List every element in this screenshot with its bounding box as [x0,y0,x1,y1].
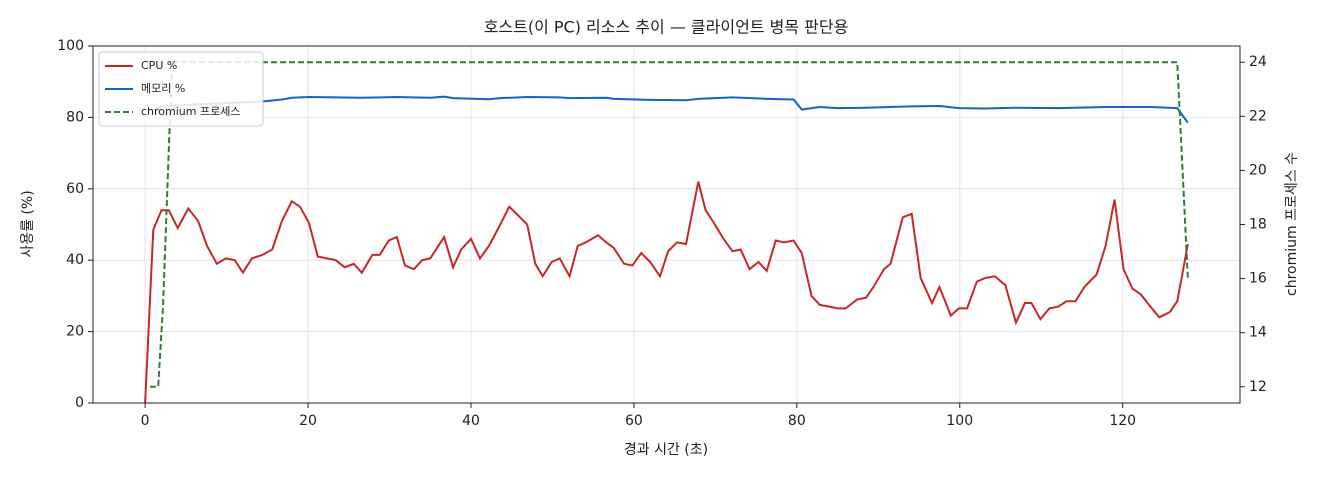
legend-label: 메모리 % [141,82,185,95]
y-tick-label: 40 [66,252,84,268]
y2-tick-label: 22 [1249,108,1267,124]
x-tick-label: 80 [788,413,806,429]
y-tick-label: 100 [57,38,84,54]
y-tick-label: 20 [66,324,84,340]
y-tick-label: 0 [75,395,84,411]
y2-tick-label: 16 [1249,271,1267,287]
legend: CPU % 메모리 % chromium 프로세스 [98,51,264,127]
legend-label: CPU % [141,59,177,72]
legend-box [98,51,264,127]
x-tick-label: 20 [299,413,317,429]
series-line [150,61,1189,388]
y2-tick-label: 24 [1249,54,1267,70]
x-tick-label: 60 [625,413,643,429]
x-tick-label: 120 [1109,413,1136,429]
y2-tick-label: 12 [1249,379,1267,395]
plot-frame [92,45,1241,404]
y2-tick-label: 14 [1249,325,1267,341]
y2-tick-label: 20 [1249,162,1267,178]
series-line [152,95,1189,124]
legend-label: chromium 프로세스 [141,105,240,118]
y2-tick-label: 18 [1249,217,1267,233]
y2-axis-label: chromium 프로세스 수 [1284,152,1300,296]
y-axis-label: 사용률 (%) [20,190,36,257]
x-axis-label: 경과 시간 (초) [624,442,708,458]
y-tick-label: 60 [66,181,84,197]
x-tick-label: 0 [141,413,150,429]
chart-title: 호스트(이 PC) 리소스 추이 — 클라이언트 병목 판단용 [484,18,849,37]
y-tick-label: 80 [66,109,84,125]
x-tick-label: 40 [462,413,480,429]
x-tick-label: 100 [946,413,973,429]
series-line [144,181,1189,404]
